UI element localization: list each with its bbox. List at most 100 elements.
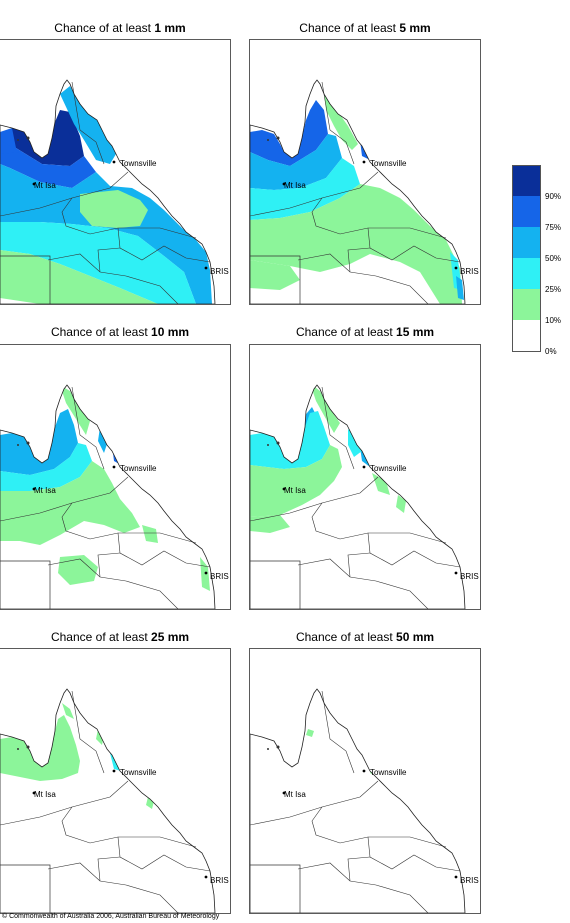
island-marker [267,444,269,446]
district-boundary [97,247,121,273]
panel-title-50mm: Chance of at least 50 mm [295,630,435,644]
legend-label-0: 0% [545,347,557,356]
map-panel-1mm: Townsville Mt Isa BRIS [0,39,231,305]
coastline [0,688,216,913]
brisbane-label: BRIS [210,572,229,581]
district-boundary [97,552,121,578]
coastline [250,79,466,304]
district-boundary [61,806,197,848]
panel-title-5mm: Chance of at least 5 mm [299,21,431,35]
rain-probability-region [0,222,196,304]
district-boundary [117,532,211,568]
rain-probability-region [306,729,314,737]
town-marker [282,791,286,795]
brisbane-label: BRIS [460,267,479,276]
probability-shading [306,729,376,775]
town-marker [282,487,286,491]
legend-swatch-10 [512,289,541,320]
rain-probability-region [0,443,92,491]
island-marker [267,139,269,141]
town-marker [112,465,116,469]
coastline [250,688,466,913]
district-boundary [71,690,105,774]
district-boundary [321,690,355,774]
rain-probability-region [0,409,78,475]
rain-probability-region [80,190,148,228]
probability-shading [250,94,464,304]
rain-probability-region [0,715,80,781]
coastline [0,79,216,304]
queensland-map-svg: Townsville Mt Isa BRIS [0,384,229,609]
district-boundary [347,247,371,273]
legend-label-90: 90% [545,192,562,201]
island-marker [17,748,19,750]
panel-title-15mm: Chance of at least 15 mm [295,325,435,339]
legend-label-50: 50% [545,254,562,263]
mt-isa-label: Mt Isa [284,790,306,799]
district-boundary [47,862,179,913]
legend-swatch-50 [512,227,541,258]
queensland-map-svg: Townsville Mt Isa BRIS [250,384,479,609]
district-boundary [71,81,105,165]
rain-probability-region [250,515,290,533]
panel-title-10mm: Chance of at least 10 mm [50,325,190,339]
probability-shading [0,385,210,591]
legend-label-10: 10% [545,316,562,325]
copyright-notice: © Commonwealth of Australia 2006, Austra… [2,913,220,920]
rain-probability-region [60,86,116,164]
rain-probability-region [8,110,84,166]
rain-probability-region [112,445,121,465]
town-marker [204,266,208,270]
rain-probability-region [250,100,328,166]
district-boundary [117,836,211,872]
rain-probability-region [324,94,358,150]
map-panel-15mm: Townsville Mt Isa BRIS [249,344,481,610]
legend-label-75: 75% [545,223,562,232]
townsville-label: Townsville [120,464,157,473]
rain-probability-region [60,385,90,435]
rain-probability-region [0,250,158,304]
legend-swatch-90 [512,165,541,197]
rain-probability-region [348,429,362,457]
district-boundary [347,552,371,578]
probability-shading [250,385,406,533]
map-panel-5mm: Townsville Mt Isa BRIS [249,39,481,305]
town-marker [454,875,458,879]
state-border [0,560,51,609]
legend-swatch-75 [512,196,541,227]
town-marker [32,182,36,186]
island-marker [17,444,19,446]
town-marker [454,571,458,575]
rain-probability-region [62,703,74,719]
district-boundary [311,806,447,848]
rain-probability-region [250,134,342,190]
town-marker [204,571,208,575]
mt-isa-label: Mt Isa [284,486,306,495]
rain-probability-region [0,128,96,188]
coastline [0,384,216,609]
district-boundary [61,197,197,239]
island-marker [276,136,280,140]
district-boundary [47,558,179,609]
district-boundary [117,227,211,263]
town-marker [362,465,366,469]
island-marker [276,745,280,749]
map-panel-50mm: Townsville Mt Isa BRIS [249,648,481,914]
mt-isa-label: Mt Isa [34,486,56,495]
island-marker [17,139,19,141]
state-border [0,255,51,304]
queensland-map-svg: Townsville Mt Isa BRIS [250,688,479,913]
island-marker [26,745,30,749]
legend-label-25: 25% [545,285,562,294]
townsville-label: Townsville [120,159,157,168]
rain-probability-region [142,525,158,543]
legend-swatch-0 [512,320,541,352]
rain-probability-region [0,140,20,154]
rain-probability-region [360,140,370,160]
brisbane-label: BRIS [210,267,229,276]
rain-probability-region [200,557,210,591]
rain-probability-region [250,184,462,304]
rain-probability-region [456,276,464,300]
district-boundary [311,502,447,544]
island-marker [276,441,280,445]
